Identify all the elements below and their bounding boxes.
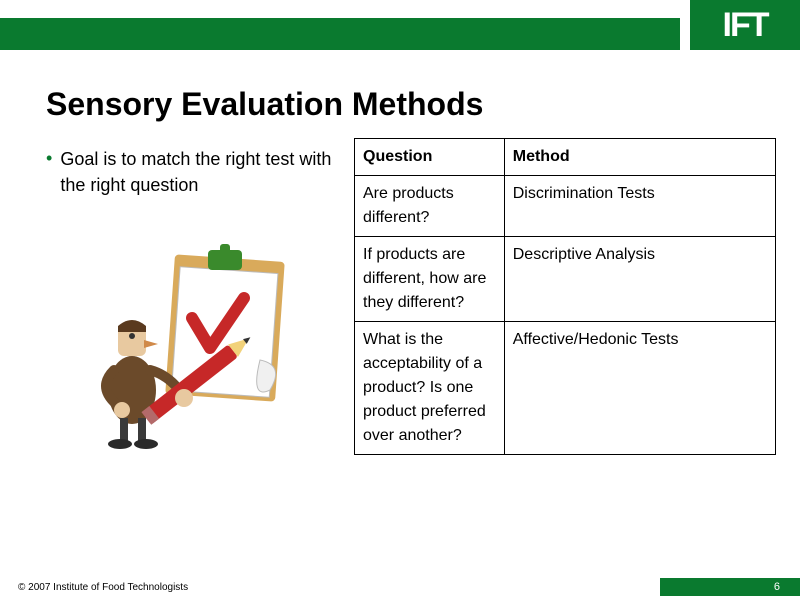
cell-question: If products are different, how are they … xyxy=(355,237,505,322)
bullet-item: • Goal is to match the right test with t… xyxy=(46,146,346,198)
footer: © 2007 Institute of Food Technologists 6 xyxy=(0,578,800,596)
cell-method: Affective/Hedonic Tests xyxy=(504,322,775,455)
cell-method: Descriptive Analysis xyxy=(504,237,775,322)
bullet-dot-icon: • xyxy=(46,146,52,170)
table-header-row: Question Method xyxy=(355,139,776,176)
cell-question: Are products different? xyxy=(355,176,505,237)
header-bar xyxy=(0,18,680,50)
bullet-list: • Goal is to match the right test with t… xyxy=(46,146,346,198)
page-title: Sensory Evaluation Methods xyxy=(46,86,483,123)
page-number: 6 xyxy=(766,579,788,595)
table-row: If products are different, how are they … xyxy=(355,237,776,322)
table-row: What is the acceptability of a product? … xyxy=(355,322,776,455)
col-header-method: Method xyxy=(504,139,775,176)
table-row: Are products different? Discrimination T… xyxy=(355,176,776,237)
logo-text: IFT xyxy=(723,6,768,45)
cell-question: What is the acceptability of a product? … xyxy=(355,322,505,455)
logo-box: IFT xyxy=(690,0,800,50)
bullet-text: Goal is to match the right test with the… xyxy=(60,146,346,198)
copyright-text: © 2007 Institute of Food Technologists xyxy=(18,582,188,593)
col-header-question: Question xyxy=(355,139,505,176)
methods-table: Question Method Are products different? … xyxy=(354,138,776,455)
clipboard-clipart-icon xyxy=(80,240,300,450)
cell-method: Discrimination Tests xyxy=(504,176,775,237)
